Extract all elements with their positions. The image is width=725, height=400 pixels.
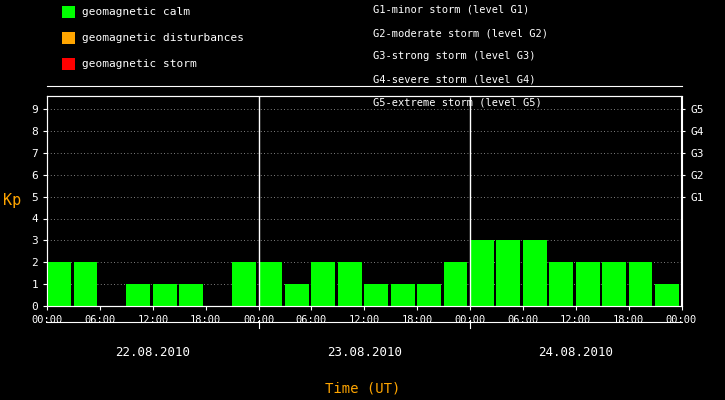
Bar [259, 262, 282, 306]
Bar [364, 284, 388, 306]
Bar [417, 284, 441, 306]
Bar [470, 240, 494, 306]
Text: 23.08.2010: 23.08.2010 [327, 346, 402, 359]
Text: G4-severe storm (level G4): G4-severe storm (level G4) [373, 74, 536, 84]
Bar [523, 240, 547, 306]
Bar [285, 284, 309, 306]
Bar [126, 284, 150, 306]
Text: G1-minor storm (level G1): G1-minor storm (level G1) [373, 5, 530, 15]
Text: geomagnetic storm: geomagnetic storm [82, 59, 196, 69]
Text: geomagnetic calm: geomagnetic calm [82, 7, 190, 17]
Bar [497, 240, 521, 306]
Text: geomagnetic disturbances: geomagnetic disturbances [82, 33, 244, 43]
Bar [576, 262, 600, 306]
Text: 22.08.2010: 22.08.2010 [115, 346, 191, 359]
Text: Time (UT): Time (UT) [325, 382, 400, 396]
Bar [73, 262, 97, 306]
Bar [232, 262, 256, 306]
Bar [629, 262, 653, 306]
Bar [338, 262, 362, 306]
Bar [47, 262, 71, 306]
Bar [655, 284, 679, 306]
Bar [153, 284, 177, 306]
Text: Kp: Kp [3, 194, 21, 208]
Text: G3-strong storm (level G3): G3-strong storm (level G3) [373, 51, 536, 61]
Text: G2-moderate storm (level G2): G2-moderate storm (level G2) [373, 28, 548, 38]
Bar [179, 284, 203, 306]
Bar [391, 284, 415, 306]
Bar [550, 262, 573, 306]
Bar [312, 262, 335, 306]
Text: 24.08.2010: 24.08.2010 [538, 346, 613, 359]
Bar [444, 262, 468, 306]
Bar [602, 262, 626, 306]
Text: G5-extreme storm (level G5): G5-extreme storm (level G5) [373, 98, 542, 108]
